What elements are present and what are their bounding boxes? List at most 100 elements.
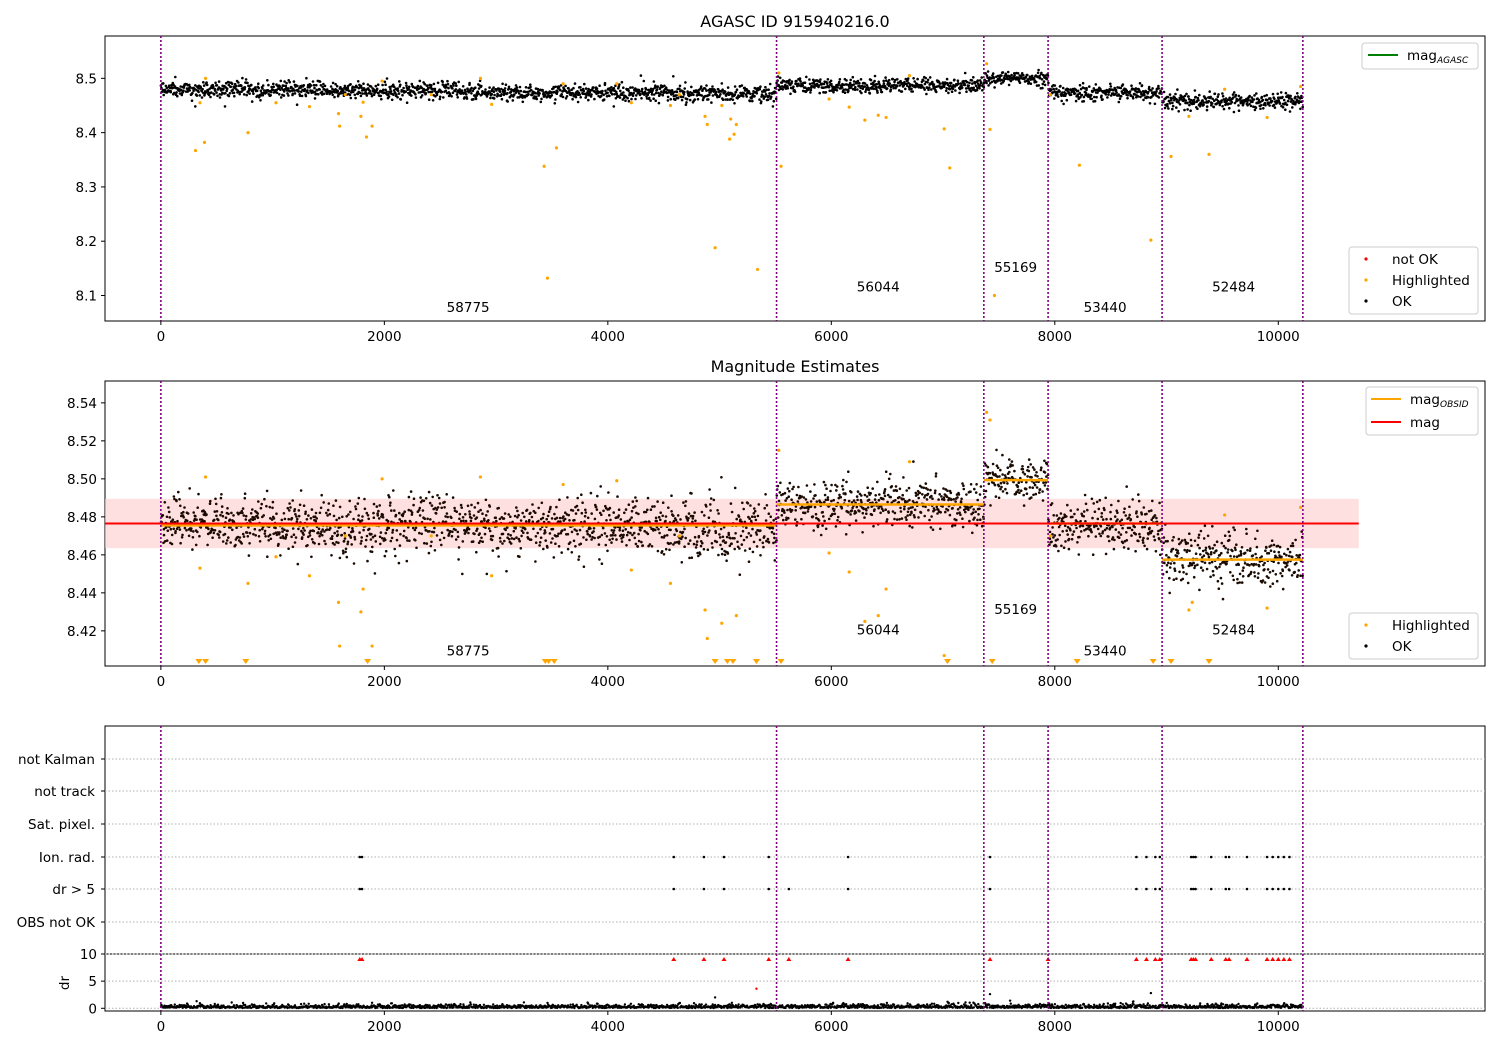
ok-point [585,538,588,541]
ok-point [1166,95,1170,99]
ok-point [359,542,363,545]
ok-point [584,511,588,514]
ok-point [1221,94,1225,98]
ok-point [605,519,608,522]
ok-point [205,81,208,84]
ok-point [873,74,877,78]
ok-point [630,97,633,101]
ok-point [228,92,232,95]
ok-point [1263,101,1267,105]
ok-point [218,96,222,99]
ok-point [472,514,476,517]
ok-point [964,510,967,514]
ok-point [1128,90,1132,93]
ok-point [1038,488,1042,491]
ok-point [305,518,309,521]
ok-point [278,85,282,88]
ok-point [661,514,664,518]
ok-point [1155,516,1158,520]
ok-point [893,517,896,521]
ok-point [1082,95,1086,99]
ok-point [829,489,832,493]
ok-point [733,547,736,551]
ok-point [374,84,378,88]
ok-point [1080,93,1084,97]
ok-point [687,512,691,515]
ok-point [911,506,914,509]
ok-point [723,90,727,93]
ok-point [954,500,957,503]
ok-point [1062,546,1066,549]
ok-point [613,92,616,96]
ok-point [387,526,391,530]
ok-point [348,499,352,503]
ok-point [942,85,946,88]
ok-point [398,518,402,521]
ok-point [1073,512,1076,516]
ok-point [605,535,609,538]
ok-point [447,86,450,90]
ok-point [1052,87,1055,91]
ok-point [599,94,603,98]
ok-point [774,97,778,100]
ok-point [960,497,963,501]
ok-point [565,95,569,98]
ok-point [950,498,953,502]
ok-point [976,79,980,82]
ok-point [1147,533,1150,536]
ok-point [423,541,426,545]
ok-point [852,80,856,83]
ok-point [518,539,521,543]
ok-point [948,513,952,517]
ok-point [685,101,688,104]
ok-point [507,85,511,89]
ok-point [619,89,622,93]
ok-point [416,84,420,88]
ok-point [622,533,625,537]
ok-point [279,96,283,99]
ok-point [313,90,317,94]
ok-point [557,532,560,536]
ok-point [1038,491,1041,494]
ok-point [1181,577,1185,581]
ok-point [693,511,696,514]
ok-point [430,540,433,544]
ok-point [512,529,516,533]
ok-point [361,515,364,518]
ok-point [764,93,768,96]
ok-point [235,526,238,529]
ok-point [272,517,276,520]
ok-point [1176,88,1179,91]
ok-point [1185,572,1188,576]
ok-point [421,509,425,512]
ok-point [433,526,436,530]
ok-point [194,543,198,547]
ok-point [182,510,185,514]
ok-point [250,100,254,103]
ok-point [1109,85,1113,88]
ok-point [960,86,964,89]
x-tick-label: 10000 [1257,329,1300,345]
ok-point [1069,509,1073,512]
ok-point [651,87,655,91]
ok-point [788,481,792,485]
ok-point [1006,466,1010,470]
ok-point [467,527,471,531]
ok-point [813,86,816,89]
ok-point [1010,460,1014,463]
ok-point [228,518,232,521]
ok-point [782,518,785,522]
ok-point [762,545,765,549]
ok-point [925,86,929,89]
ok-point [1142,506,1146,509]
ok-point [670,89,674,92]
ok-point [331,93,335,97]
ok-point [546,514,550,518]
ok-point [1124,514,1127,517]
ok-point [308,86,311,89]
ok-point [265,91,268,94]
ok-point [428,530,431,533]
ok-point [856,82,859,85]
ok-point [484,88,487,91]
ok-point [691,517,695,520]
